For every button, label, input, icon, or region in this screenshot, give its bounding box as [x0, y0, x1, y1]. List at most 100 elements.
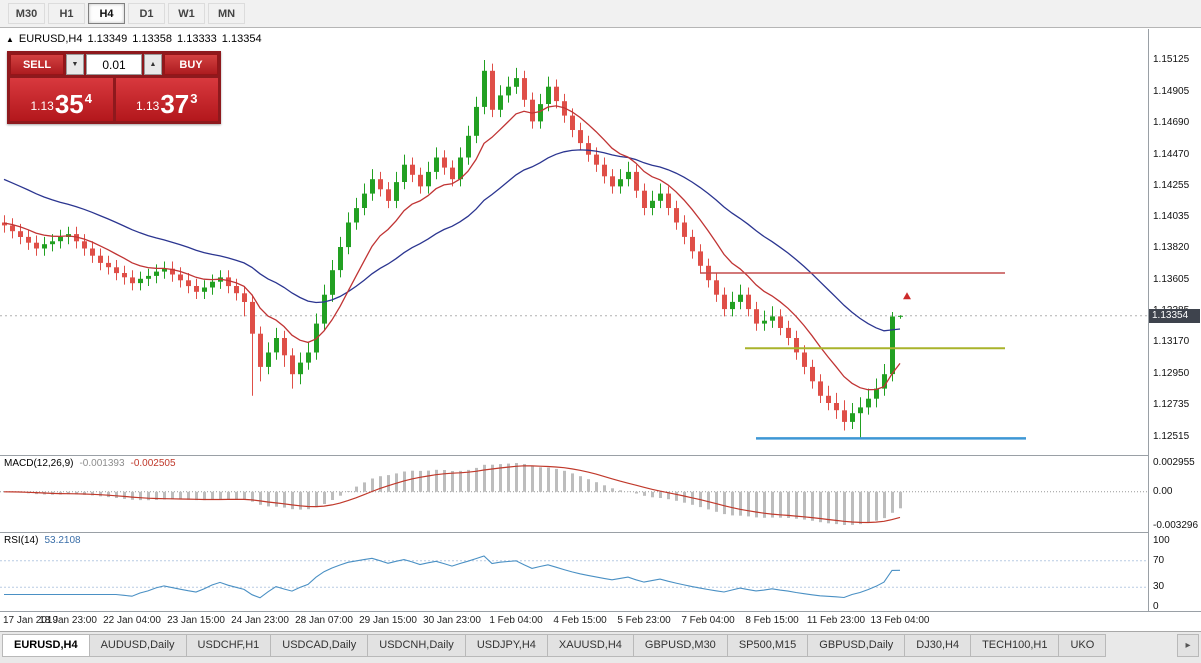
- tab-usdchf-h1[interactable]: USDCHF,H1: [186, 634, 272, 657]
- time-axis-label: 13 Feb 04:00: [870, 615, 930, 626]
- tab-dj30-h4[interactable]: DJ30,H4: [905, 634, 972, 657]
- lot-decrease-button[interactable]: ▼: [66, 54, 84, 75]
- macd-main-value: -0.001393: [79, 458, 125, 469]
- rsi-axis-label: 0: [1153, 601, 1159, 612]
- bid-price-point: 4: [84, 91, 92, 106]
- symbol-label: EURUSD,H4: [18, 33, 83, 45]
- macd-axis-top: 0.002955: [1153, 457, 1195, 468]
- time-axis-label: 29 Jan 15:00: [359, 615, 417, 626]
- price-axis-label: 1.13820: [1153, 242, 1190, 253]
- time-axis-label: 24 Jan 23:00: [231, 615, 289, 626]
- rsi-indicator-chart[interactable]: [0, 533, 1148, 611]
- price-axis-label: 1.15125: [1153, 54, 1190, 65]
- price-axis-label: 1.14905: [1153, 86, 1190, 97]
- time-axis-label: 8 Feb 15:00: [745, 615, 799, 626]
- ask-price-display[interactable]: 1.13 37 3: [115, 78, 218, 121]
- timeframe-button-m30[interactable]: M30: [8, 3, 45, 24]
- tab-gbpusd-daily[interactable]: GBPUSD,Daily: [808, 634, 906, 657]
- time-axis-label: 7 Feb 04:00: [681, 615, 735, 626]
- trade-arrow-marker[interactable]: [903, 292, 911, 300]
- rsi-axis-label: 30: [1153, 581, 1165, 592]
- ohlc-close: 1.13354: [221, 33, 262, 45]
- price-axis-label: 1.14470: [1153, 149, 1190, 160]
- panel-separator: [0, 611, 1201, 612]
- price-axis-label: 1.14690: [1153, 117, 1190, 128]
- ask-price-major: 1.13: [135, 99, 160, 113]
- bid-price-display[interactable]: 1.13 35 4: [10, 78, 113, 121]
- price-axis-label: 1.12950: [1153, 368, 1190, 379]
- time-axis-label: 18 Jan 23:00: [39, 615, 97, 626]
- bid-price-major: 1.13: [30, 99, 54, 113]
- tabs-scroll-right-button[interactable]: ▸: [1177, 634, 1199, 657]
- time-axis-label: 23 Jan 15:00: [167, 615, 225, 626]
- rsi-line: [4, 555, 901, 599]
- buy-button[interactable]: BUY: [164, 54, 218, 75]
- panel-separator[interactable]: [0, 532, 1201, 533]
- time-axis-label: 1 Feb 04:00: [489, 615, 543, 626]
- axis-border: [1148, 29, 1149, 611]
- chart-tabs-bar: EURUSD,H4 AUDUSD,Daily USDCHF,H1 USDCAD,Dai…: [0, 631, 1201, 663]
- tab-usdcad-daily[interactable]: USDCAD,Daily: [271, 634, 369, 657]
- price-chart-panel[interactable]: ▲ EURUSD,H4 1.13349 1.13358 1.13333 1.13…: [0, 29, 1148, 455]
- panel-separator[interactable]: [0, 455, 1201, 456]
- rsi-value: 53.2108: [44, 535, 81, 546]
- rsi-label: RSI(14) 53.2108: [4, 535, 81, 546]
- timeframe-button-h4[interactable]: H4: [88, 3, 125, 24]
- lot-size-input[interactable]: 0.01: [86, 54, 142, 75]
- ma-slow-line: [3, 149, 901, 332]
- time-axis-label: 22 Jan 04:00: [103, 615, 161, 626]
- timeframe-toolbar: M30 H1 H4 D1 W1 MN: [0, 0, 1201, 28]
- macd-axis-bottom: -0.003296: [1153, 520, 1199, 531]
- lot-increase-button[interactable]: ▲: [144, 54, 162, 75]
- timeframe-button-mn[interactable]: MN: [208, 3, 245, 24]
- tab-usdcnh-daily[interactable]: USDCNH,Daily: [368, 634, 466, 657]
- tab-uko[interactable]: UKO: [1059, 634, 1107, 657]
- macd-axis-zero: 0.00: [1153, 486, 1173, 497]
- ask-price-pips: 37: [160, 89, 190, 119]
- price-axis-label: 1.14255: [1153, 180, 1190, 191]
- price-axis: 0.002955 0.00 -0.003296 1.15125 1.14905 1.…: [1149, 29, 1201, 612]
- rsi-name: RSI(14): [4, 535, 39, 546]
- macd-signal-line: [3, 465, 901, 524]
- price-axis-label: 1.12735: [1153, 399, 1190, 410]
- macd-signal-value: -0.002505: [130, 458, 176, 469]
- ask-price-point: 3: [190, 91, 198, 106]
- tab-gbpusd-m30[interactable]: GBPUSD,M30: [633, 634, 728, 657]
- time-axis-label: 30 Jan 23:00: [423, 615, 481, 626]
- timeframe-button-w1[interactable]: W1: [168, 3, 205, 24]
- macd-histogram: [11, 463, 902, 525]
- time-axis-label: 4 Feb 15:00: [553, 615, 607, 626]
- timeframe-button-d1[interactable]: D1: [128, 3, 165, 24]
- symbol-ohlc-line: ▲ EURUSD,H4 1.13349 1.13358 1.13333 1.13…: [6, 33, 262, 45]
- time-axis-label: 28 Jan 07:00: [295, 615, 353, 626]
- ohlc-low: 1.13333: [177, 33, 217, 45]
- current-price-badge: 1.13354: [1149, 309, 1200, 323]
- one-click-trading-panel: SELL ▼ 0.01 ▲ BUY 1.13 35 4 1.13 37 3: [7, 51, 221, 124]
- tab-eurusd-h4[interactable]: EURUSD,H4: [2, 634, 90, 657]
- candlestick-chart[interactable]: [0, 29, 1148, 455]
- macd-label: MACD(12,26,9) -0.001393 -0.002505: [4, 458, 176, 469]
- price-axis-label: 1.14035: [1153, 211, 1190, 222]
- bid-price-pips: 35: [54, 89, 84, 119]
- time-axis-label: 5 Feb 23:00: [617, 615, 671, 626]
- price-axis-label: 1.13605: [1153, 274, 1190, 285]
- tab-sp500-m15[interactable]: SP500,M15: [727, 634, 809, 657]
- rsi-axis-label: 100: [1153, 535, 1170, 546]
- rsi-panel[interactable]: RSI(14) 53.2108: [0, 533, 1148, 611]
- tab-usdjpy-h4[interactable]: USDJPY,H4: [465, 634, 548, 657]
- macd-panel[interactable]: MACD(12,26,9) -0.001393 -0.002505: [0, 456, 1148, 532]
- rsi-axis-label: 70: [1153, 555, 1165, 566]
- price-axis-label: 1.12515: [1153, 431, 1190, 442]
- ohlc-open: 1.13349: [87, 33, 128, 45]
- tab-xauusd-h4[interactable]: XAUUSD,H4: [547, 634, 634, 657]
- price-axis-label: 1.13170: [1153, 336, 1190, 347]
- ma-fast-line: [3, 105, 901, 391]
- tab-audusd-daily[interactable]: AUDUSD,Daily: [89, 634, 187, 657]
- sell-button[interactable]: SELL: [10, 54, 64, 75]
- tab-tech100-h1[interactable]: TECH100,H1: [971, 634, 1060, 657]
- timeframe-button-h1[interactable]: H1: [48, 3, 85, 24]
- chart-marker-icon: ▲: [6, 34, 14, 44]
- time-axis-label: 11 Feb 23:00: [806, 615, 866, 626]
- macd-indicator-chart[interactable]: [0, 456, 1148, 532]
